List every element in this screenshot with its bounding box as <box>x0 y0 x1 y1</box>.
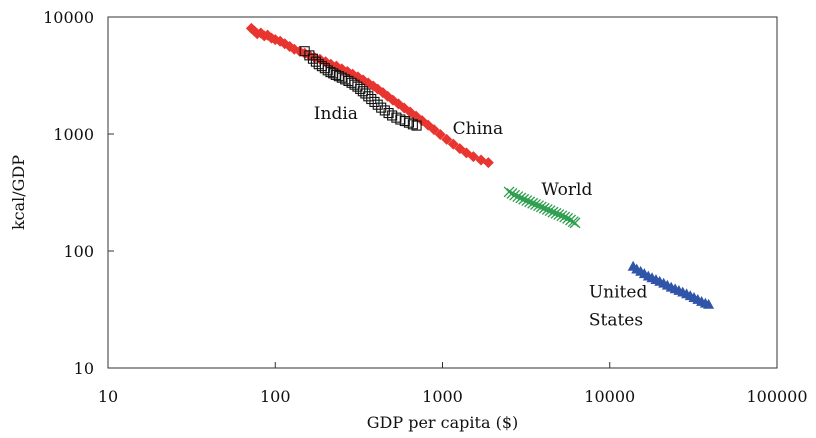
annotation-label: World <box>541 180 592 200</box>
world-point <box>569 217 581 229</box>
annotation-label: India <box>314 104 358 124</box>
y-axis-title: kcal/GDP <box>9 155 28 230</box>
world-point <box>506 188 518 199</box>
world-point <box>535 201 547 213</box>
chart-labels: 10 100 1000 10000 100000 10 100 1000 10000 GDP pe… <box>9 8 808 432</box>
annotation-label: United <box>589 283 648 303</box>
china-point <box>428 124 440 136</box>
india-point <box>372 99 383 110</box>
india-point <box>346 77 357 88</box>
x-tick-label: 100000 <box>746 387 807 406</box>
india-point <box>407 119 418 130</box>
india-point <box>357 86 368 97</box>
world-point <box>524 196 536 208</box>
china-point <box>482 157 494 169</box>
world-point <box>533 200 544 212</box>
y-tick-label: 1000 <box>53 125 94 144</box>
world-point <box>553 209 565 220</box>
india-point <box>403 117 414 128</box>
china-point <box>441 133 453 145</box>
x-tick-label: 1000 <box>422 387 463 406</box>
india-point <box>307 53 318 64</box>
world-point <box>541 204 553 216</box>
india-point <box>360 88 371 99</box>
india-point <box>369 96 380 107</box>
india-point <box>376 102 387 113</box>
world-point <box>515 192 527 204</box>
world-point <box>550 207 562 219</box>
world-point <box>556 210 568 222</box>
india-point <box>366 93 377 105</box>
annotation-label: China <box>453 119 503 139</box>
world-point <box>562 212 574 224</box>
world-point <box>544 205 556 217</box>
axes <box>107 16 778 369</box>
x-axis-title: GDP per capita ($) <box>367 413 518 432</box>
world-point <box>538 202 550 214</box>
india-point <box>304 50 315 61</box>
world-point <box>503 186 515 198</box>
us-point <box>703 298 715 309</box>
world-point <box>559 211 571 223</box>
world-point <box>521 195 533 206</box>
india-point <box>319 63 330 74</box>
annotation-label: States <box>589 311 643 331</box>
india-point <box>363 91 374 102</box>
world-point <box>547 206 559 218</box>
india-point <box>343 75 354 87</box>
china-point <box>447 138 459 150</box>
plot-frame <box>107 16 778 369</box>
x-tick-label: 100 <box>260 387 291 406</box>
india-point <box>340 74 351 85</box>
india-point <box>333 71 344 82</box>
world-point <box>530 198 542 210</box>
y-tick-label: 10000 <box>43 8 94 27</box>
india-point <box>411 120 422 131</box>
china-point <box>434 129 446 141</box>
world-point <box>509 189 521 201</box>
world-point <box>527 197 539 209</box>
world-point <box>518 193 530 205</box>
y-tick-label: 100 <box>63 242 94 261</box>
data-marks <box>245 22 715 309</box>
china-point <box>422 119 434 131</box>
india-point <box>336 72 347 83</box>
x-tick-label: 10 <box>98 387 118 406</box>
x-tick-label: 10000 <box>584 387 635 406</box>
world-point <box>512 191 524 203</box>
y-tick-label: 10 <box>74 359 94 378</box>
